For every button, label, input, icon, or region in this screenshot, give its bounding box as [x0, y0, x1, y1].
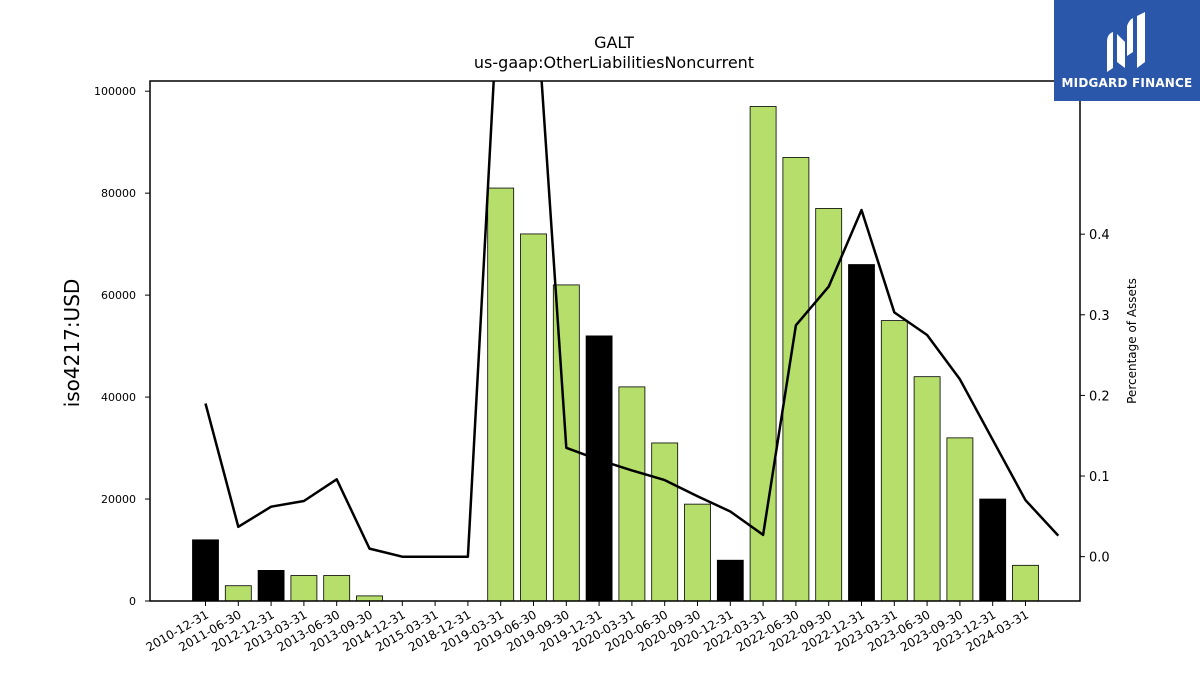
bar-2020-12-31 [716, 559, 744, 602]
bar-2024-03-31 [1012, 564, 1039, 602]
bar-2022-12-31 [848, 264, 875, 602]
bar-2013-09-30 [356, 595, 383, 602]
bar-2019-06-30 [520, 233, 547, 602]
y2-tick-label: 0.2 [1089, 389, 1110, 404]
y2-tick-label: 0.4 [1089, 228, 1110, 243]
y2-axis-ticks: 0.0 0.1 0.2 0.3 0.4 [1080, 228, 1110, 566]
y-axis-label: iso4217:USD [60, 279, 84, 408]
y2-axis-label: Percentage of Assets [1125, 278, 1139, 404]
bar-2019-12-31 [585, 335, 613, 602]
bar-2013-03-31 [290, 575, 318, 602]
midgard-logo-icon [1107, 11, 1145, 72]
bar-2023-12-31 [979, 498, 1007, 602]
chart-subtitle: us-gaap:OtherLiabilitiesNoncurrent [474, 53, 754, 72]
y-tick-label: 80000 [101, 187, 136, 200]
bar-2023-03-31 [880, 320, 908, 602]
bar-2020-09-30 [684, 503, 711, 602]
bar-2022-03-31 [749, 106, 777, 602]
chart-title: GALT [594, 33, 634, 52]
bar-2020-06-30 [651, 442, 679, 602]
logo-text: MIDGARD FINANCE [1061, 75, 1193, 90]
y-tick-label: 0 [129, 595, 136, 608]
bar-2019-03-31 [487, 187, 515, 602]
y-tick-label: 60000 [101, 289, 136, 302]
percentage-of-assets-line [204, 81, 1060, 558]
percentage-line-group [204, 81, 1060, 558]
x-axis-ticks: 2010-12-312011-06-302012-12-312013-03-31… [144, 601, 1031, 654]
bar-2020-03-31 [618, 386, 646, 602]
bar-2011-06-30 [224, 585, 252, 602]
plot-frame [149, 80, 1081, 602]
y2-tick-label: 0.0 [1089, 551, 1110, 566]
bar-2023-06-30 [913, 376, 941, 602]
bar-group [192, 106, 1039, 602]
y2-tick-label: 0.3 [1089, 309, 1110, 324]
bar-2022-09-30 [815, 208, 843, 602]
y-axis-ticks: 0 20000 40000 60000 80000 100000 [94, 85, 150, 608]
midgard-finance-logo: MIDGARD FINANCE [1054, 0, 1200, 101]
bar-2010-12-31 [192, 539, 219, 602]
y-tick-label: 40000 [101, 391, 136, 404]
y2-tick-label: 0.1 [1089, 470, 1110, 485]
bar-2013-06-30 [323, 575, 351, 602]
y-tick-label: 20000 [101, 493, 136, 506]
bar-2023-09-30 [946, 437, 974, 602]
y-tick-label: 100000 [94, 85, 136, 98]
bar-2012-12-31 [257, 570, 285, 602]
